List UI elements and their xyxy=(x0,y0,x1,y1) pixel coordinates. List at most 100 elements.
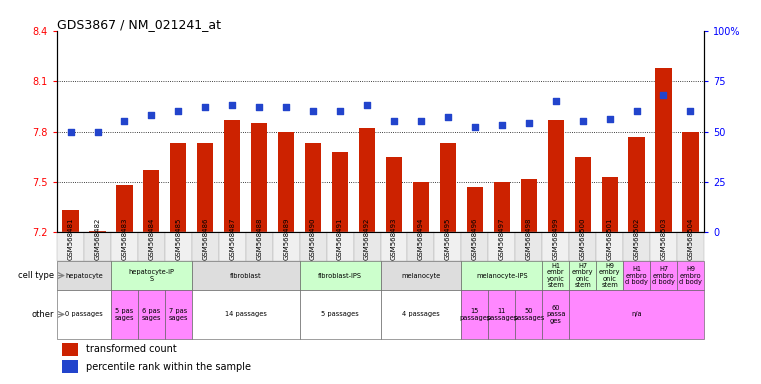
Bar xyxy=(111,290,138,339)
Bar xyxy=(305,143,321,232)
Bar xyxy=(677,261,704,290)
Bar xyxy=(359,128,375,232)
Bar xyxy=(380,232,407,261)
Bar xyxy=(596,261,623,290)
Point xyxy=(280,104,292,111)
Text: 6 pas
sages: 6 pas sages xyxy=(142,308,161,321)
Bar xyxy=(623,261,650,290)
Text: n/a: n/a xyxy=(631,311,642,318)
Bar xyxy=(677,232,704,261)
Point xyxy=(307,108,319,114)
Text: GSM568502: GSM568502 xyxy=(634,217,639,260)
Bar xyxy=(300,261,380,290)
Text: GDS3867 / NM_021241_at: GDS3867 / NM_021241_at xyxy=(57,18,221,31)
Bar xyxy=(111,261,192,290)
Bar xyxy=(192,290,300,339)
Text: 5 pas
sages: 5 pas sages xyxy=(115,308,134,321)
Text: GSM568489: GSM568489 xyxy=(283,217,289,260)
Bar xyxy=(386,157,402,232)
Text: GSM568492: GSM568492 xyxy=(364,217,370,260)
Bar xyxy=(515,232,543,261)
Text: melanocyte: melanocyte xyxy=(401,273,441,278)
Text: GSM568486: GSM568486 xyxy=(202,217,209,260)
Bar xyxy=(57,232,84,261)
Bar xyxy=(596,232,623,261)
Point xyxy=(442,114,454,121)
Text: GSM568497: GSM568497 xyxy=(498,217,505,260)
Bar xyxy=(165,290,192,339)
Text: GSM568493: GSM568493 xyxy=(391,217,397,260)
Text: other: other xyxy=(32,310,54,319)
Bar xyxy=(272,232,300,261)
Text: H7
embry
onic
stem: H7 embry onic stem xyxy=(572,263,594,288)
Text: GSM568496: GSM568496 xyxy=(472,217,478,260)
Bar xyxy=(138,290,165,339)
Text: GSM568481: GSM568481 xyxy=(68,217,74,260)
Bar xyxy=(412,182,429,232)
Bar xyxy=(111,232,138,261)
Bar xyxy=(494,182,510,232)
Point xyxy=(469,124,481,131)
Bar xyxy=(461,261,542,290)
Point xyxy=(495,122,508,129)
Bar xyxy=(543,290,569,339)
Text: 0 passages: 0 passages xyxy=(65,311,103,318)
Point xyxy=(145,113,158,119)
Text: 14 passages: 14 passages xyxy=(224,311,266,318)
Bar xyxy=(354,232,380,261)
Bar xyxy=(300,232,326,261)
Text: transformed count: transformed count xyxy=(86,344,177,354)
Text: GSM568503: GSM568503 xyxy=(661,217,667,260)
Bar xyxy=(197,143,213,232)
Bar xyxy=(655,68,672,232)
Bar xyxy=(575,157,591,232)
Text: 15
passages: 15 passages xyxy=(459,308,491,321)
Point xyxy=(630,108,642,114)
Text: H9
embro
d body: H9 embro d body xyxy=(679,266,702,285)
Bar xyxy=(407,232,435,261)
Bar xyxy=(569,290,704,339)
Bar xyxy=(543,232,569,261)
Bar xyxy=(683,131,699,232)
Point xyxy=(199,104,212,111)
Text: H7
embro
d body: H7 embro d body xyxy=(652,266,675,285)
Point xyxy=(577,118,589,124)
Text: fibroblast: fibroblast xyxy=(230,273,262,278)
Bar xyxy=(192,261,300,290)
Text: GSM568498: GSM568498 xyxy=(526,217,532,260)
Bar xyxy=(170,143,186,232)
Bar xyxy=(435,232,461,261)
Bar xyxy=(326,232,354,261)
Point xyxy=(415,118,427,124)
Text: GSM568485: GSM568485 xyxy=(175,217,181,260)
Bar xyxy=(650,232,677,261)
Bar xyxy=(84,232,111,261)
Bar xyxy=(278,131,295,232)
Bar xyxy=(246,232,272,261)
Bar xyxy=(569,232,596,261)
Bar xyxy=(57,290,111,339)
Bar xyxy=(165,232,192,261)
Point xyxy=(65,128,77,135)
Bar xyxy=(192,232,219,261)
Point xyxy=(119,118,131,124)
Bar xyxy=(543,261,569,290)
Point xyxy=(658,92,670,98)
Bar xyxy=(90,231,106,232)
Bar xyxy=(515,290,543,339)
Bar xyxy=(143,170,160,232)
Text: 4 passages: 4 passages xyxy=(402,311,440,318)
Bar xyxy=(57,261,111,290)
Bar xyxy=(300,290,380,339)
Bar xyxy=(489,290,515,339)
Point xyxy=(91,128,103,135)
Point xyxy=(334,108,346,114)
Bar xyxy=(219,232,246,261)
Text: hepatocyte: hepatocyte xyxy=(65,273,103,278)
Bar xyxy=(521,179,537,232)
Text: GSM568483: GSM568483 xyxy=(122,217,127,260)
Bar xyxy=(569,261,596,290)
Point xyxy=(523,120,535,126)
Text: fibroblast-IPS: fibroblast-IPS xyxy=(318,273,362,278)
Text: GSM568487: GSM568487 xyxy=(229,217,235,260)
